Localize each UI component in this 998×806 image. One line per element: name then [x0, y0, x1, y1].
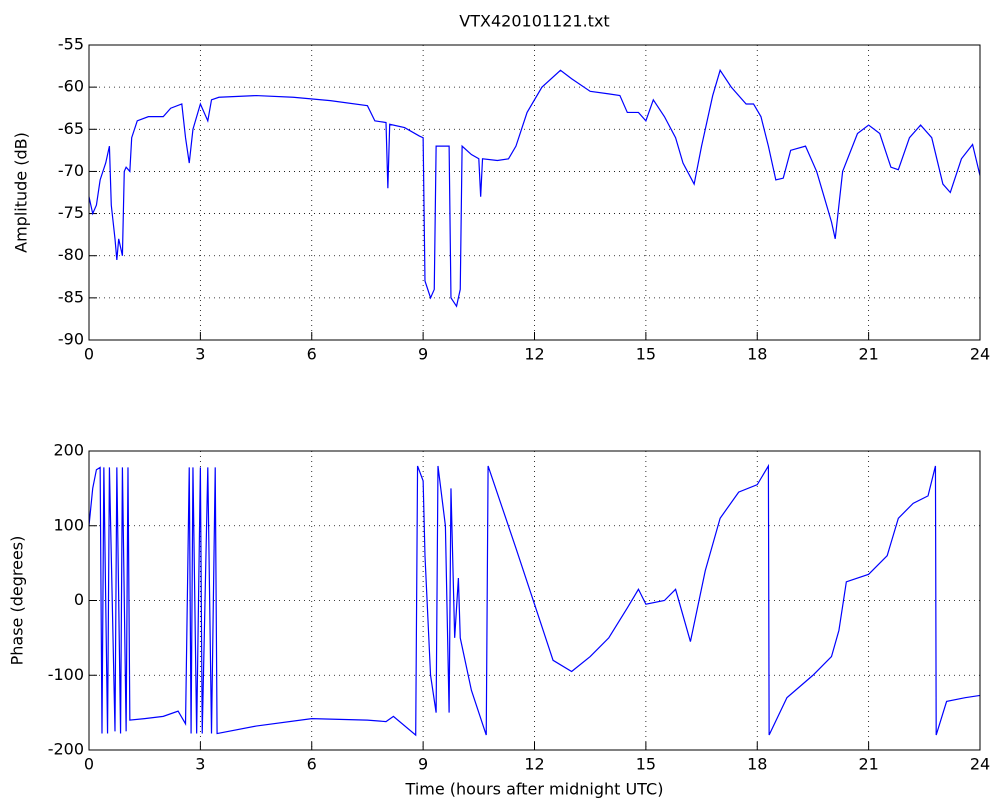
- chart-title: VTX420101121.txt: [459, 12, 609, 31]
- y-tick-label: 200: [53, 441, 84, 460]
- x-tick-label: 15: [636, 345, 656, 364]
- y-tick-label: -75: [58, 203, 84, 222]
- x-tick-label: 21: [858, 345, 878, 364]
- x-tick-label: 6: [307, 755, 317, 774]
- x-axis-label: Time (hours after midnight UTC): [405, 780, 664, 799]
- data-line: [88, 68, 981, 308]
- x-tick-label: 15: [636, 755, 656, 774]
- x-tick-label: 6: [307, 345, 317, 364]
- y-axis-label: Phase (degrees): [8, 536, 27, 666]
- y-tick-label: -90: [58, 330, 84, 349]
- plot-frame: [88, 450, 981, 751]
- plot-frame: [88, 44, 981, 341]
- x-tick-label: 18: [747, 345, 767, 364]
- x-tick-label: 18: [747, 755, 767, 774]
- x-tick-label: 24: [970, 345, 990, 364]
- x-tick-label: 3: [195, 345, 205, 364]
- data-line: [88, 463, 981, 737]
- y-tick-label: -100: [48, 665, 84, 684]
- y-tick-label: -70: [58, 161, 84, 180]
- y-tick-label: 0: [74, 590, 84, 609]
- x-tick-label: 0: [84, 345, 94, 364]
- y-tick-label: -65: [58, 119, 84, 138]
- y-tick-label: -60: [58, 77, 84, 96]
- y-axis-label: Amplitude (dB): [12, 132, 31, 253]
- x-tick-label: 12: [524, 755, 544, 774]
- y-tick-label: -85: [58, 287, 84, 306]
- x-tick-label: 0: [84, 755, 94, 774]
- y-tick-label: -55: [58, 35, 84, 54]
- x-tick-label: 3: [195, 755, 205, 774]
- y-tick-label: -200: [48, 740, 84, 759]
- x-tick-label: 9: [418, 345, 428, 364]
- y-tick-label: -80: [58, 245, 84, 264]
- x-tick-label: 9: [418, 755, 428, 774]
- x-tick-label: 12: [524, 345, 544, 364]
- y-tick-label: 100: [53, 515, 84, 534]
- x-tick-label: 21: [858, 755, 878, 774]
- x-tick-label: 24: [970, 755, 990, 774]
